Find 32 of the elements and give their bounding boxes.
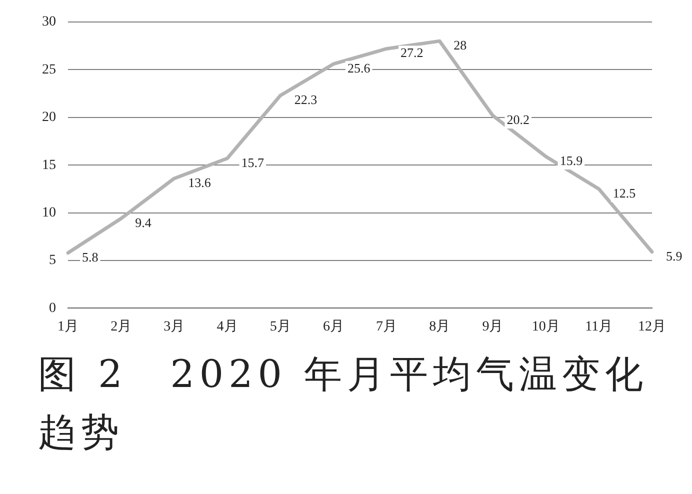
y-tick-label: 15 bbox=[42, 158, 56, 173]
x-tick-label: 6月 bbox=[322, 319, 344, 334]
x-tick-label: 1月 bbox=[58, 319, 78, 334]
text: 图 2 2020 年月平均气温变化趋势 bbox=[37, 351, 650, 456]
y-tick-label: 5 bbox=[49, 253, 56, 268]
y-tick-label: 0 bbox=[49, 300, 56, 316]
x-tick-label: 11月 bbox=[585, 319, 613, 334]
x-tick-label: 9月 bbox=[482, 319, 504, 334]
y-tick-label: 25 bbox=[42, 62, 56, 78]
data-label: 25.6 bbox=[347, 60, 371, 76]
data-label: 13.6 bbox=[188, 174, 212, 190]
x-tick-label: 5月 bbox=[270, 319, 291, 334]
data-label: 22.3 bbox=[294, 92, 318, 107]
x-tick-label: 8月 bbox=[429, 319, 450, 334]
y-tick-label: 20 bbox=[42, 110, 56, 126]
data-label: 28 bbox=[454, 38, 467, 52]
x-tick-label: 12月 bbox=[638, 319, 666, 334]
x-tick-label: 7月 bbox=[376, 319, 398, 334]
data-label: 12.5 bbox=[612, 185, 636, 200]
y-tick-label: 30 bbox=[42, 14, 56, 30]
data-label: 5.9 bbox=[666, 248, 682, 264]
data-label: 15.7 bbox=[241, 154, 265, 170]
x-tick-label: 4月 bbox=[216, 319, 238, 334]
data-label: 27.2 bbox=[400, 45, 424, 60]
y-tick-label: 10 bbox=[42, 205, 56, 220]
x-tick-label: 2月 bbox=[110, 319, 132, 334]
x-tick-label: 3月 bbox=[164, 319, 185, 334]
data-label: 15.9 bbox=[560, 152, 583, 168]
x-tick-label: 10月 bbox=[532, 319, 560, 334]
data-label: 9.4 bbox=[135, 214, 152, 230]
data-label: 20.2 bbox=[506, 112, 530, 127]
data-label: 5.8 bbox=[82, 249, 98, 264]
